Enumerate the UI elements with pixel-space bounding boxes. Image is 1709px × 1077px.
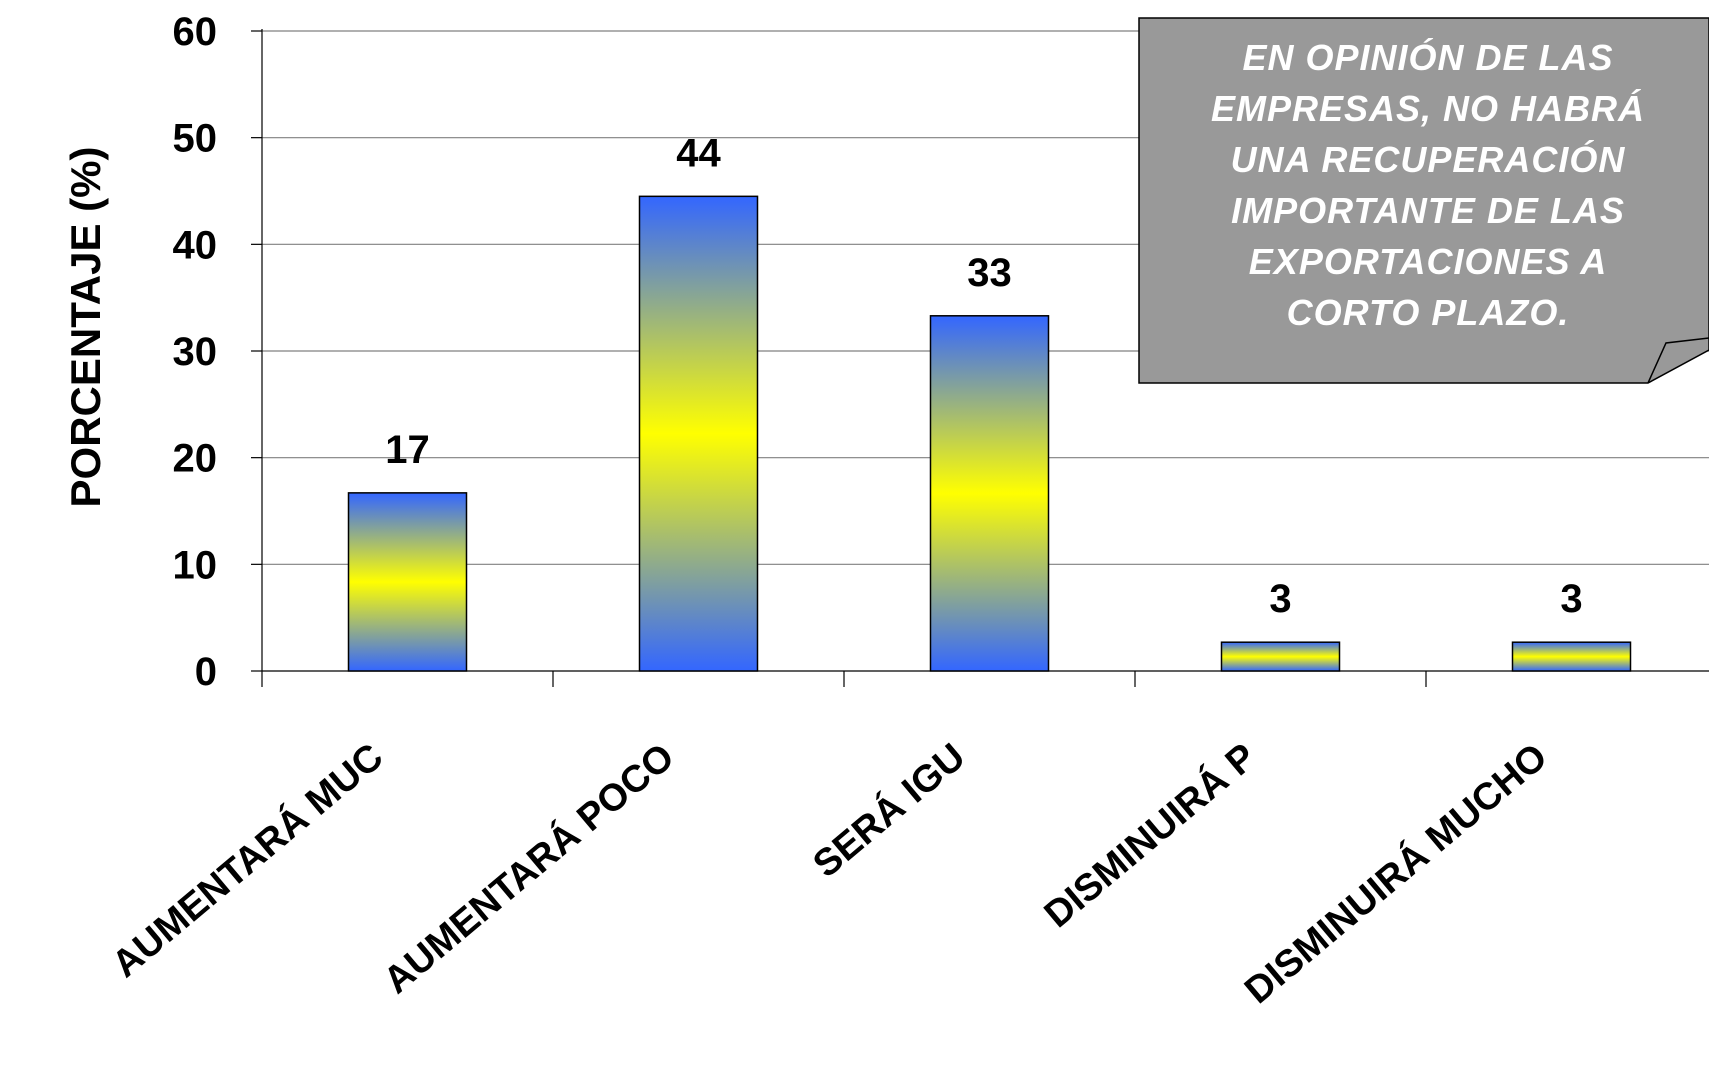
bar-3	[1220, 641, 1341, 672]
y-tick-labels: 0 10 20 30 40 50 60	[173, 10, 218, 694]
data-label-3: 3	[1269, 577, 1291, 621]
category-label-1: AUMENTARÁ POCO	[375, 734, 683, 1002]
y-tick-label-0: 0	[195, 650, 217, 694]
data-label-2: 33	[967, 251, 1012, 295]
category-label-4: DISMINUIRÁ MUCHO	[1236, 734, 1555, 1012]
bar-4	[1511, 641, 1632, 672]
bar-2	[929, 315, 1050, 672]
callout-line-0: EN OPINIÓN DE LAS	[1242, 37, 1613, 78]
bar-0	[347, 492, 468, 672]
data-label-0: 17	[385, 428, 430, 472]
callout-line-5: CORTO PLAZO.	[1287, 292, 1570, 333]
callout-line-2: UNA RECUPERACIÓN	[1231, 139, 1626, 180]
data-label-1: 44	[676, 131, 721, 175]
data-label-4: 3	[1560, 577, 1582, 621]
category-label-0: AUMENTARÁ MUC	[103, 734, 391, 986]
bar-1	[638, 195, 759, 672]
annotation-callout: EN OPINIÓN DE LAS EMPRESAS, NO HABRÁ UNA R…	[1138, 17, 1709, 384]
y-axis-label: PORCENTAJE (%)	[62, 147, 109, 508]
category-label-3: DISMINUIRÁ P	[1035, 734, 1264, 936]
callout-line-1: EMPRESAS, NO HABRÁ	[1211, 88, 1645, 129]
callout-shape	[1138, 17, 1709, 384]
callout-text: EN OPINIÓN DE LAS EMPRESAS, NO HABRÁ UNA R…	[1211, 37, 1645, 333]
y-tick-label-60: 60	[173, 10, 218, 54]
y-tick-label-40: 40	[173, 223, 218, 267]
y-tick-label-50: 50	[173, 117, 218, 161]
callout-line-3: IMPORTANTE DE LAS	[1231, 190, 1625, 231]
callout-line-4: EXPORTACIONES A	[1249, 241, 1607, 282]
category-label-2: SERÁ IGU	[804, 734, 973, 886]
y-tick-label-20: 20	[173, 437, 218, 481]
y-tick-label-10: 10	[173, 543, 218, 587]
bars	[347, 195, 1632, 672]
y-tick-label-30: 30	[173, 330, 218, 374]
callout-pointer	[1647, 337, 1709, 384]
